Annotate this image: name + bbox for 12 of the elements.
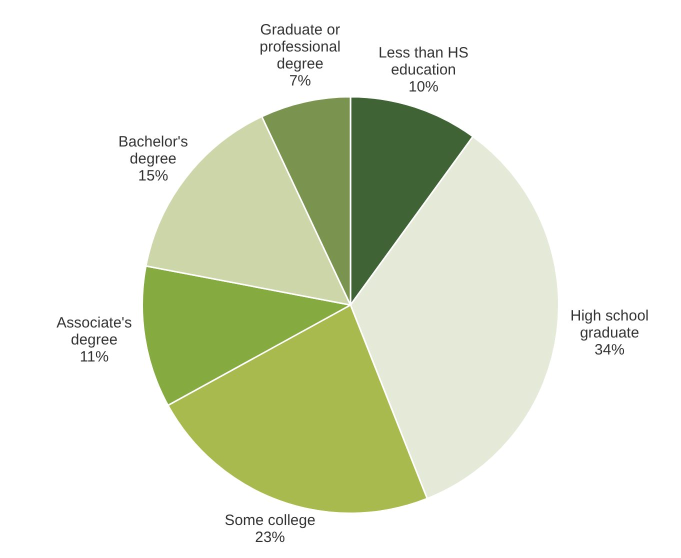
slice-label: High school graduate bbox=[570, 307, 649, 342]
slice-label: Bachelor's degree bbox=[118, 133, 188, 168]
data-label: 7% bbox=[289, 72, 311, 90]
data-label: 23% bbox=[254, 528, 286, 546]
data-label: 10% bbox=[408, 78, 438, 96]
data-label: 15% bbox=[138, 167, 168, 184]
slice-label: Some college bbox=[224, 512, 316, 529]
slice-label: Graduate or professional degree bbox=[260, 21, 341, 72]
slice-label: Associate's degree bbox=[56, 314, 132, 349]
slice-label: Less than HS education bbox=[378, 44, 469, 79]
data-label: 11% bbox=[80, 348, 109, 366]
data-label: 34% bbox=[594, 341, 625, 358]
